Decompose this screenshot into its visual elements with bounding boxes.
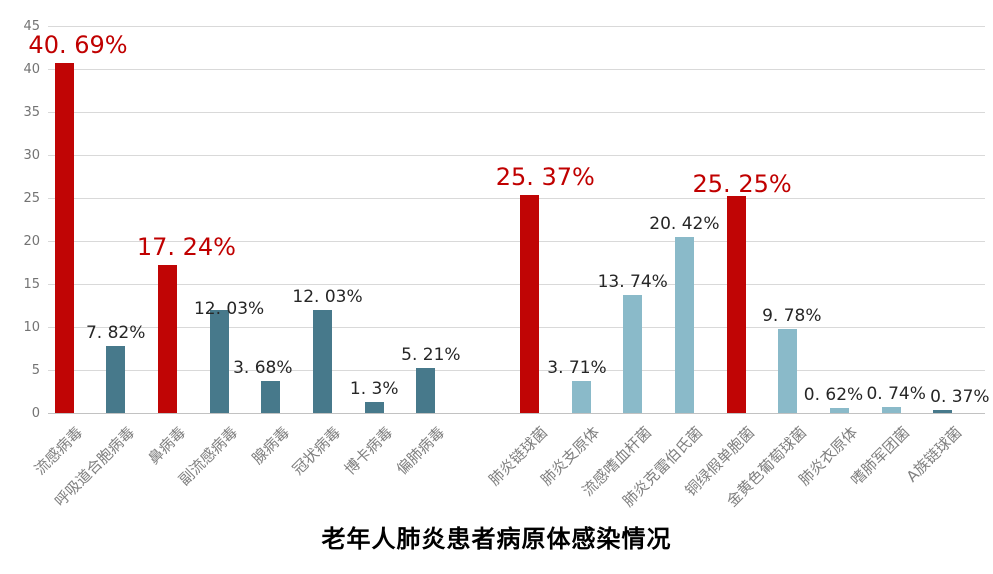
y-tick-label: 15 [23,276,40,292]
gridline [48,198,985,199]
bar [571,381,591,413]
bar [106,345,126,413]
bar [674,237,694,413]
gridline [48,370,985,371]
value-label: 0. 74% [866,383,926,404]
bar [261,381,281,413]
value-label: 13. 74% [597,271,668,292]
value-label: 12. 03% [292,286,363,307]
bar [623,294,643,413]
value-label: 3. 71% [547,358,607,379]
gridline [48,112,985,113]
bar [778,328,798,413]
bar [416,368,436,413]
value-label: 40. 69% [28,31,128,60]
value-label: 3. 68% [233,358,293,379]
category-label: 腺病毒 [248,423,293,468]
y-tick-label: 20 [23,233,40,249]
value-label: 0. 37% [930,386,990,407]
bar [519,194,539,413]
bar [313,309,332,413]
y-tick-label: 30 [23,147,40,163]
bar [209,309,229,413]
value-label: 0. 62% [803,384,864,405]
bar [933,409,953,413]
y-tick-label: 35 [23,104,40,120]
value-label: 1. 3% [349,378,399,399]
value-label: 17. 24% [136,232,236,261]
value-label: 7. 82% [85,322,146,343]
y-tick-label: 5 [31,362,40,378]
x-axis-baseline [48,413,985,414]
gridline [48,284,985,285]
value-label: 5. 21% [401,345,461,366]
y-tick-label: 25 [23,190,40,206]
category-label: 鼻病毒 [144,423,190,468]
y-tick-label: 40 [23,61,40,77]
value-label: 12. 03% [193,298,265,319]
y-tick-label: 10 [23,319,40,335]
gridline [48,26,985,27]
bar [830,407,849,413]
gridline [48,327,985,328]
value-label: 25. 37% [495,162,595,191]
bar [364,401,384,413]
category-label: 冠状病毒 [289,423,345,479]
bar [157,264,177,413]
gridline [48,241,985,242]
bar [54,63,74,413]
bar [881,406,901,413]
value-label: 25. 25% [692,169,792,198]
y-tick-label: 45 [23,18,40,34]
value-label: 9. 78% [762,305,822,326]
bar [726,195,746,413]
value-label: 20. 42% [649,214,720,235]
category-label: A族链球菌 [902,423,965,486]
y-tick-label: 0 [31,405,40,421]
gridline [48,155,985,156]
category-label: 博卡病毒 [341,423,397,479]
chart-title: 老年人肺炎患者病原体感染情况 [321,525,672,553]
gridline [48,69,985,70]
category-label: 偏肺病毒 [392,423,448,479]
